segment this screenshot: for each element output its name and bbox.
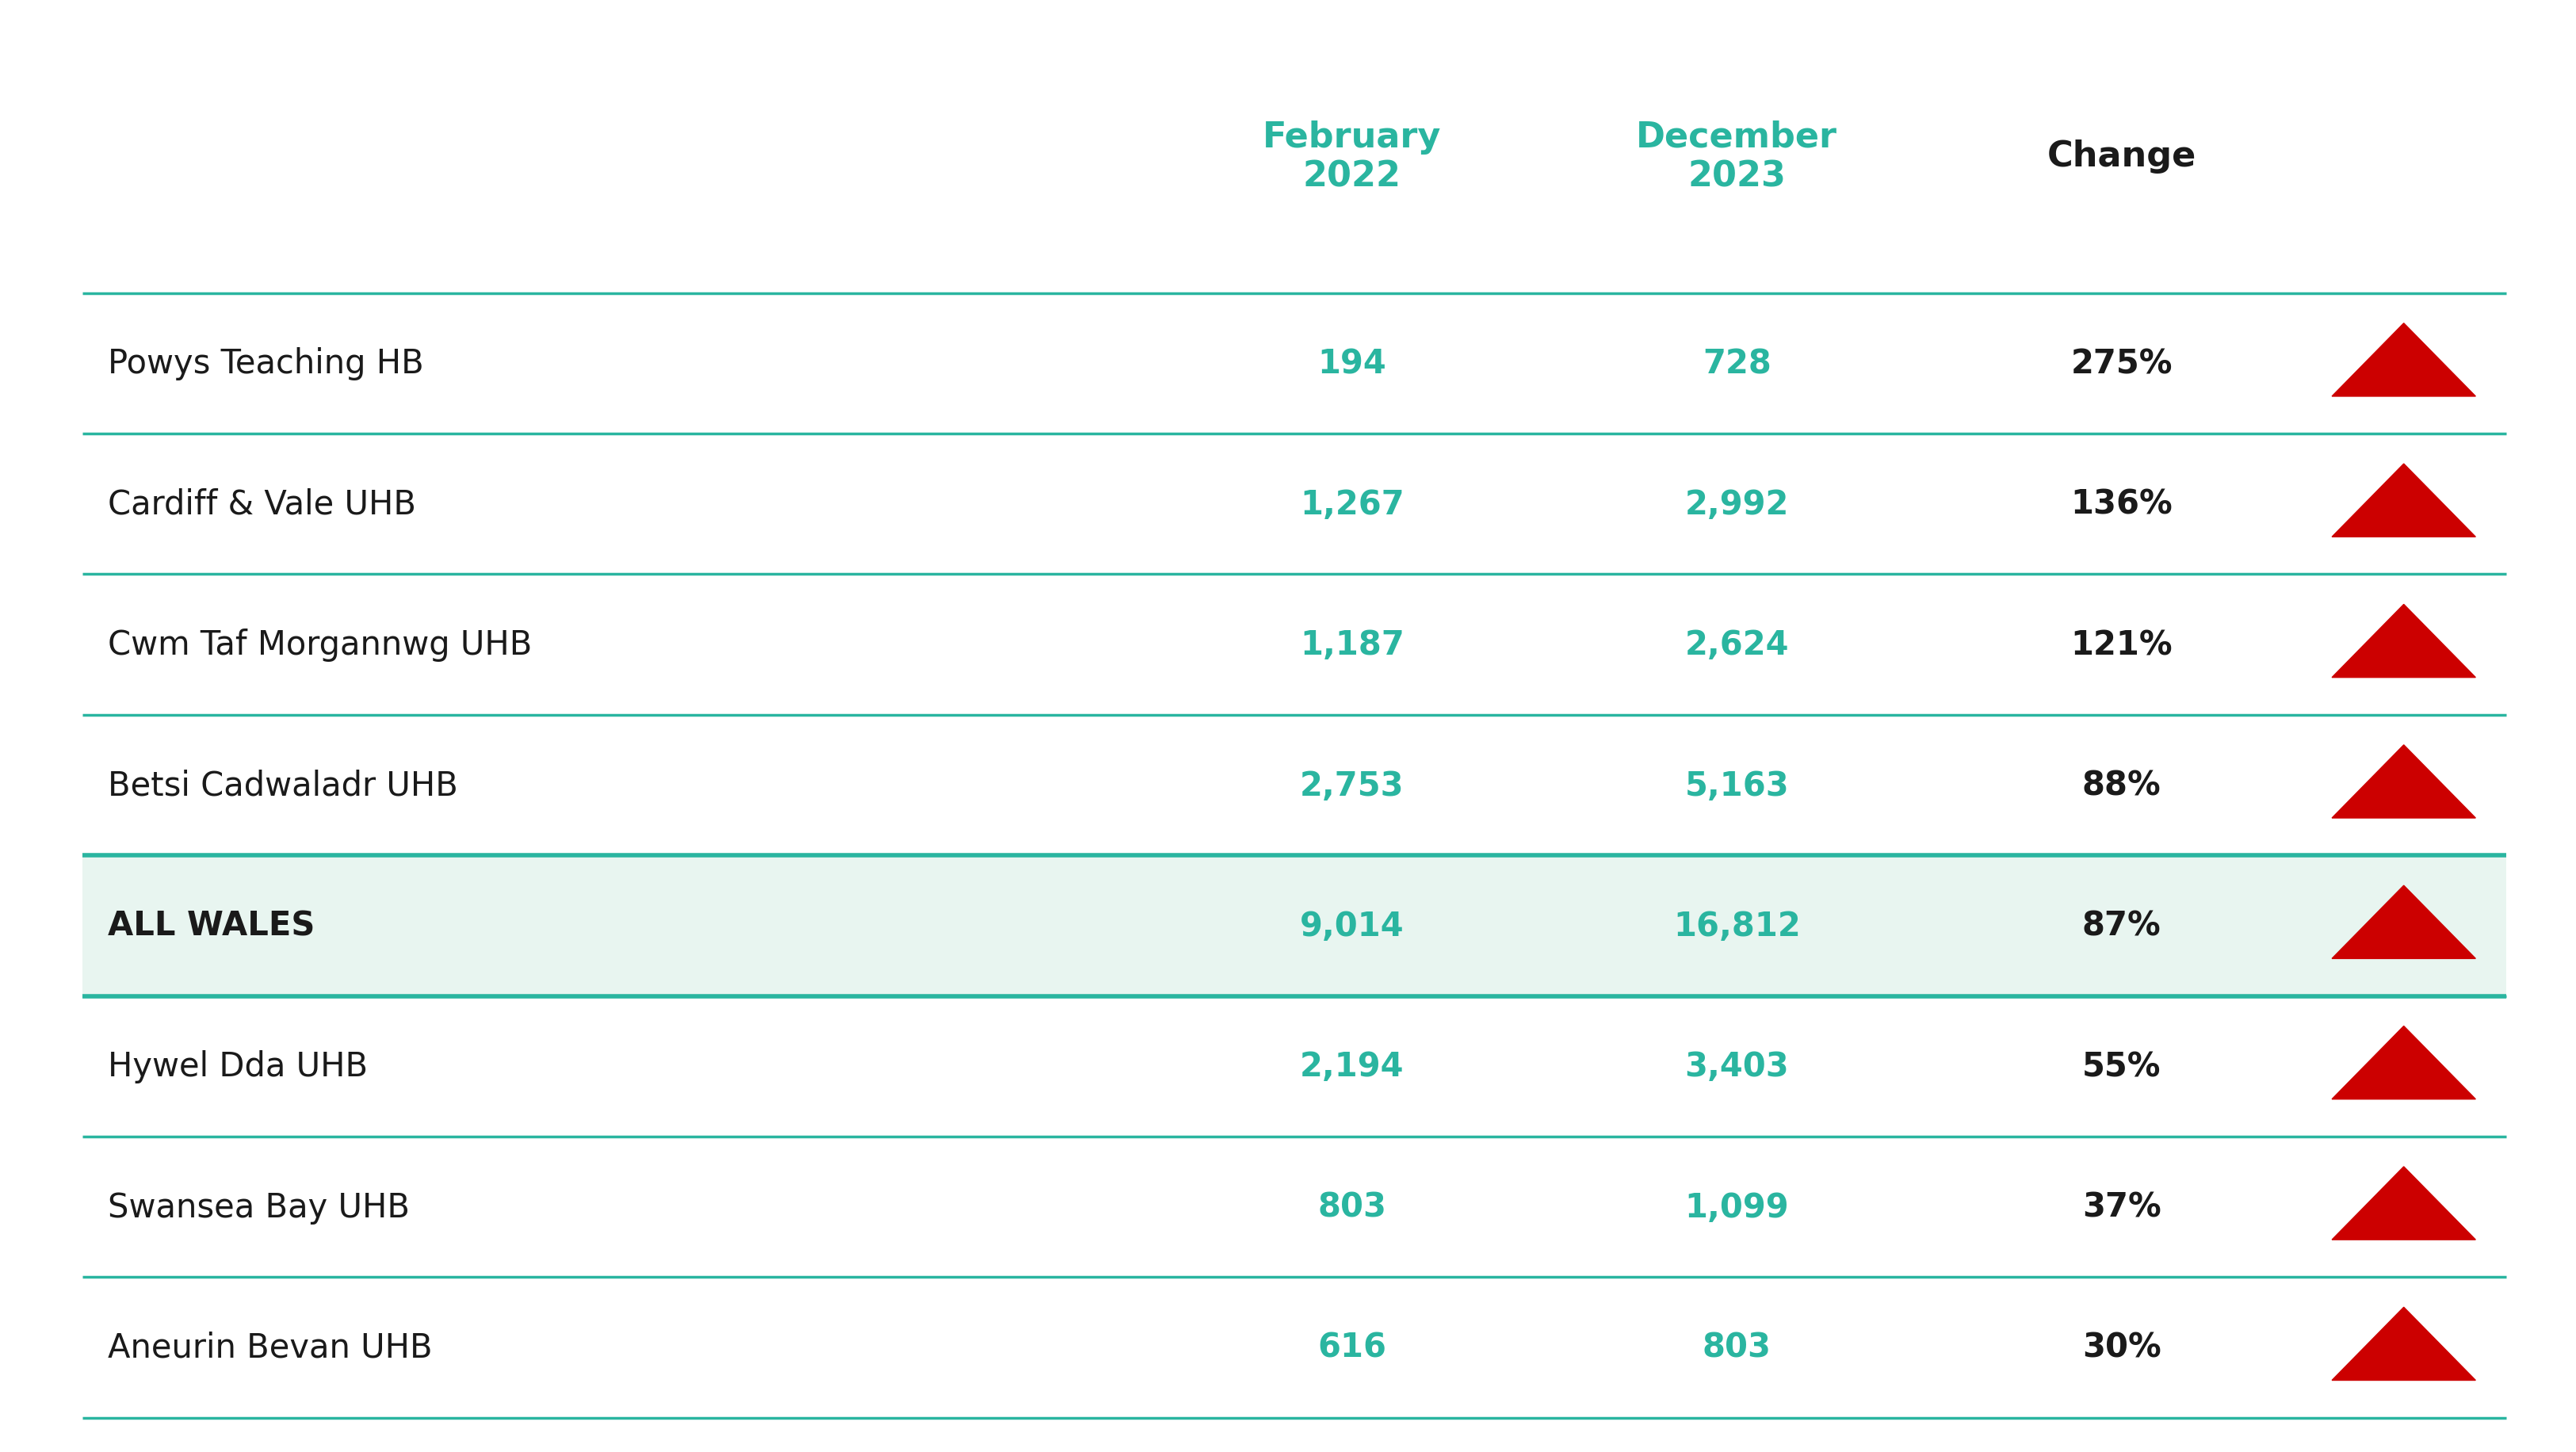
Polygon shape: [2331, 1027, 2476, 1099]
Text: ALL WALES: ALL WALES: [108, 909, 314, 942]
Text: 616: 616: [1319, 1331, 1386, 1363]
Text: Swansea Bay UHB: Swansea Bay UHB: [108, 1191, 410, 1224]
Text: 1,187: 1,187: [1301, 629, 1404, 662]
Text: 275%: 275%: [2071, 347, 2172, 380]
Text: Powys Teaching HB: Powys Teaching HB: [108, 347, 425, 380]
Text: 5,163: 5,163: [1685, 768, 1790, 802]
Text: 136%: 136%: [2071, 488, 2172, 521]
Polygon shape: [2331, 324, 2476, 396]
Polygon shape: [2331, 1167, 2476, 1240]
Text: 803: 803: [1319, 1191, 1386, 1224]
Text: 728: 728: [1703, 347, 1772, 380]
Text: 1,099: 1,099: [1685, 1191, 1790, 1224]
Text: 2,624: 2,624: [1685, 629, 1788, 662]
Text: 88%: 88%: [2081, 768, 2161, 802]
Text: Betsi Cadwaladr UHB: Betsi Cadwaladr UHB: [108, 768, 459, 802]
Text: 30%: 30%: [2081, 1331, 2161, 1363]
Polygon shape: [2331, 605, 2476, 678]
Text: 2,194: 2,194: [1301, 1050, 1404, 1083]
Text: Hywel Dda UHB: Hywel Dda UHB: [108, 1050, 368, 1083]
Text: 803: 803: [1703, 1331, 1772, 1363]
Polygon shape: [2331, 1307, 2476, 1381]
Text: 16,812: 16,812: [1674, 909, 1801, 942]
Text: Cwm Taf Morgannwg UHB: Cwm Taf Morgannwg UHB: [108, 629, 533, 662]
Text: 1,267: 1,267: [1301, 488, 1404, 521]
Polygon shape: [2331, 745, 2476, 819]
Text: December
2023: December 2023: [1636, 121, 1837, 193]
Text: 55%: 55%: [2081, 1050, 2161, 1083]
Text: Aneurin Bevan UHB: Aneurin Bevan UHB: [108, 1331, 433, 1363]
Polygon shape: [2331, 465, 2476, 537]
Text: February
2022: February 2022: [1262, 121, 1443, 193]
Text: 121%: 121%: [2071, 629, 2172, 662]
Bar: [82, 855, 2506, 996]
Text: Cardiff & Vale UHB: Cardiff & Vale UHB: [108, 488, 417, 521]
Text: 3,403: 3,403: [1685, 1050, 1790, 1083]
Text: Change: Change: [2048, 139, 2197, 174]
Text: 9,014: 9,014: [1301, 909, 1404, 942]
Text: 194: 194: [1319, 347, 1386, 380]
Text: 2,753: 2,753: [1301, 768, 1404, 802]
Text: 37%: 37%: [2081, 1191, 2161, 1224]
Polygon shape: [2331, 886, 2476, 958]
Text: 87%: 87%: [2081, 909, 2161, 942]
Text: 2,992: 2,992: [1685, 488, 1788, 521]
